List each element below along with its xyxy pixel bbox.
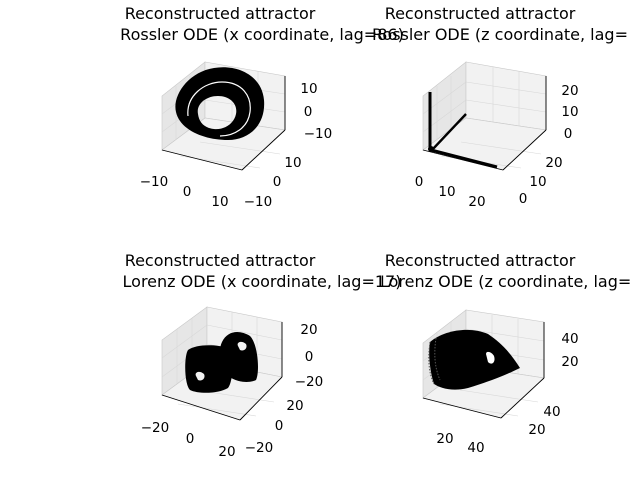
x-axis-line [161,394,241,421]
y-tick-label: 0 [519,191,528,207]
attractor-points [175,67,265,140]
subplot-title-line1: Reconstructed attractor [125,4,316,23]
y-axis-line [502,129,547,171]
y-axis-line [239,376,283,421]
subplot-title-line1: Reconstructed attractor [385,4,576,23]
x-tick-label: −10 [140,174,169,190]
z-tick-label: 10 [561,104,578,120]
subplot-title-line2: Lorenz ODE (z coordinate, lag= [380,272,631,291]
y-tick-label: 10 [284,155,301,171]
y-tick-label: −20 [245,440,274,456]
x-tick-label: 20 [218,444,235,460]
x-axis-line [422,149,504,171]
x-axis-line [422,397,502,419]
z-tick-label: 0 [305,349,314,365]
x-tick-label: 10 [211,194,228,210]
x-tick-label: 0 [415,174,424,190]
y-tick-label: 0 [273,174,282,190]
subplot-title-line1: Reconstructed attractor [125,251,316,270]
x-axis-line [161,149,243,171]
attractor-inner-gap [187,81,251,137]
subplot-title-line1: Reconstructed attractor [385,251,576,270]
subplot-title-line2: Lorenz ODE (x coordinate, lag=17) [123,272,402,291]
y-axis-line [500,377,545,419]
attractor-points [185,332,258,393]
attractor-points [428,92,498,169]
subplot-title-line2: Rossler ODE (z coordinate, lag= [372,25,628,44]
subplot-lorenz-z: Reconstructed attractor Lorenz ODE (z co… [380,251,631,456]
subplot-lorenz-x: Reconstructed attractor Lorenz ODE (x co… [123,251,402,460]
x-tick-label: −20 [141,420,170,436]
z-tick-label: 0 [564,126,573,142]
y-tick-label: 20 [545,155,562,171]
z-tick-label: −10 [304,126,333,142]
x-tick-label: 40 [467,440,484,456]
z-tick-label: −20 [295,374,324,390]
subplot-rossler-x: Reconstructed attractor Rossler ODE (x c… [120,4,404,210]
x-tick-label: 20 [468,194,485,210]
y-tick-label: 10 [529,174,546,190]
x-tick-label: 20 [436,431,453,447]
z-tick-label: 10 [300,81,317,97]
attractor-hole [486,351,495,364]
attractor-fan-sheet [429,329,520,390]
z-tick-label: 0 [304,104,313,120]
z-tick-label: 20 [561,354,578,370]
attractor-spike-y [431,113,467,151]
attractor-fan-edge [428,337,441,385]
z-tick-label: 40 [561,331,578,347]
attractor-ring [175,67,265,140]
x-tick-label: 0 [183,184,192,200]
y-axis-line [241,129,286,171]
x-tick-label: 10 [438,184,455,200]
attractor-points [428,329,520,390]
x-tick-label: 0 [186,431,195,447]
z-tick-label: 20 [561,83,578,99]
y-tick-label: 40 [543,404,560,420]
y-tick-label: 0 [275,418,284,434]
attractor-spike-x [430,148,498,169]
z-tick-label: 20 [300,322,317,338]
y-tick-label: 20 [286,398,303,414]
subplot-title-line2: Rossler ODE (x coordinate, lag=86) [120,25,404,44]
subplot-rossler-z: Reconstructed attractor Rossler ODE (z c… [372,4,628,210]
y-tick-label: 20 [528,422,545,438]
attractor-bridge [206,348,240,380]
attractor-core [428,146,434,152]
y-tick-label: −10 [244,194,273,210]
